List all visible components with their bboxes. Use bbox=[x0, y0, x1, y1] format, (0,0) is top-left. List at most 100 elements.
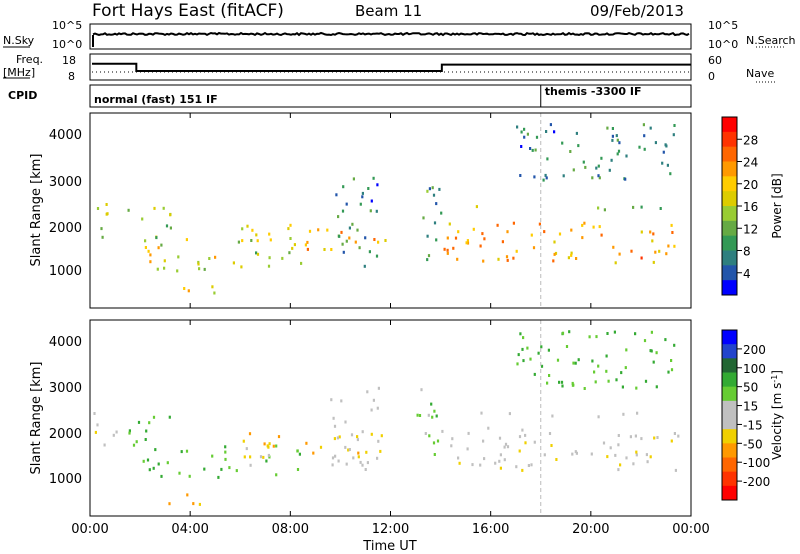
power-ytick-3000: 3000 bbox=[49, 175, 82, 190]
colorbar-swatch bbox=[722, 372, 737, 388]
echo-cell bbox=[435, 202, 438, 206]
colorbar-tick-label: 24 bbox=[743, 156, 758, 170]
echo-cell bbox=[361, 195, 364, 199]
echo-cell bbox=[141, 217, 144, 221]
nsky-panel: N.Sky 10^5 10^0 N.Search 10^5 10^0 bbox=[3, 19, 796, 51]
echo-cell bbox=[570, 228, 573, 232]
echo-cell bbox=[438, 187, 441, 191]
echo-cell bbox=[156, 267, 159, 271]
echo-cell bbox=[572, 361, 575, 365]
echo-cell bbox=[560, 380, 564, 384]
echo-cell bbox=[529, 147, 532, 150]
echo-cell bbox=[652, 260, 655, 264]
echo-cell bbox=[369, 209, 372, 213]
echo-cell bbox=[169, 213, 172, 217]
echo-cell bbox=[214, 255, 217, 259]
echo-cell bbox=[583, 221, 586, 225]
echo-cell bbox=[659, 207, 662, 210]
echo-cell bbox=[617, 443, 620, 447]
echo-cell bbox=[169, 226, 172, 230]
echo-cell bbox=[602, 441, 606, 445]
echo-cell bbox=[572, 383, 575, 387]
echo-cell bbox=[112, 433, 115, 437]
nave-label: Nave bbox=[746, 67, 774, 80]
echo-cell bbox=[100, 227, 103, 231]
echo-cell bbox=[673, 124, 676, 127]
echo-cell bbox=[183, 287, 186, 290]
echo-cell bbox=[268, 256, 271, 260]
echo-cell bbox=[451, 437, 454, 441]
echo-cell bbox=[217, 475, 220, 479]
echo-cell bbox=[192, 502, 195, 506]
echo-cell bbox=[358, 246, 361, 250]
echo-cell bbox=[581, 236, 584, 240]
echo-cell bbox=[521, 428, 524, 432]
echo-cell bbox=[334, 454, 337, 458]
echo-cell bbox=[466, 239, 469, 243]
echo-cell bbox=[570, 251, 573, 255]
echo-cell bbox=[250, 239, 253, 242]
echo-cell bbox=[457, 456, 460, 460]
echo-cell bbox=[487, 426, 490, 430]
echo-cell bbox=[512, 221, 515, 225]
colorbar-swatch bbox=[722, 485, 737, 501]
echo-cell bbox=[372, 176, 375, 180]
echo-cell bbox=[333, 424, 337, 428]
velocity-yticks: 4000 3000 2000 1000 bbox=[49, 335, 82, 487]
echo-cell bbox=[670, 223, 673, 227]
cpid-segment-themis: themis -3300 IF bbox=[545, 85, 642, 98]
echo-cell bbox=[211, 285, 214, 289]
echo-cell bbox=[372, 398, 375, 402]
echo-cell bbox=[152, 466, 155, 470]
echo-cell bbox=[148, 468, 151, 472]
echo-cell bbox=[650, 349, 653, 353]
echo-cell bbox=[269, 238, 272, 242]
echo-cell bbox=[521, 347, 524, 351]
echo-cell bbox=[611, 127, 614, 130]
echo-cell bbox=[505, 255, 509, 259]
echo-cell bbox=[508, 412, 511, 416]
echo-cell bbox=[572, 168, 575, 172]
echo-cell bbox=[558, 232, 562, 236]
freq-series bbox=[92, 62, 691, 72]
echo-cell bbox=[522, 359, 525, 363]
echo-cell bbox=[530, 463, 533, 467]
echo-cell bbox=[555, 458, 558, 461]
echo-cell bbox=[446, 251, 449, 255]
echo-cell bbox=[649, 126, 652, 130]
echo-cell bbox=[443, 247, 446, 251]
echo-cell bbox=[342, 185, 345, 189]
echo-cell bbox=[96, 423, 99, 427]
velocity-ytick-4000: 4000 bbox=[49, 335, 82, 350]
echo-cell bbox=[168, 502, 171, 506]
echo-cell bbox=[319, 445, 323, 449]
echo-cell bbox=[281, 256, 284, 260]
echo-cell bbox=[597, 174, 600, 178]
echo-cell bbox=[561, 384, 564, 388]
echo-cell bbox=[597, 364, 600, 368]
echo-cell bbox=[636, 411, 639, 415]
echo-cell bbox=[275, 473, 278, 477]
echo-cell bbox=[600, 233, 603, 237]
echo-cell bbox=[465, 241, 468, 245]
echo-cell bbox=[512, 256, 515, 260]
echo-cell bbox=[427, 254, 431, 258]
echo-cell bbox=[435, 414, 438, 418]
echo-cell bbox=[516, 125, 519, 129]
echo-cell bbox=[333, 437, 336, 441]
echo-cell bbox=[354, 240, 357, 244]
echo-cell bbox=[428, 434, 431, 438]
echo-cell bbox=[105, 203, 108, 206]
echo-cell bbox=[341, 242, 344, 246]
echo-cell bbox=[561, 331, 565, 335]
colorbar-swatch bbox=[722, 386, 737, 402]
nsky-series bbox=[92, 31, 690, 37]
echo-cell bbox=[149, 260, 152, 264]
velocity-ytick-3000: 3000 bbox=[49, 381, 82, 396]
echo-cell bbox=[629, 435, 632, 439]
echo-cell bbox=[547, 348, 550, 352]
echo-cell bbox=[546, 381, 549, 385]
echo-cell bbox=[649, 230, 652, 234]
velocity-panel: Slant Range [km] 4000 3000 2000 1000 bbox=[29, 319, 692, 517]
echo-cell bbox=[435, 238, 438, 242]
